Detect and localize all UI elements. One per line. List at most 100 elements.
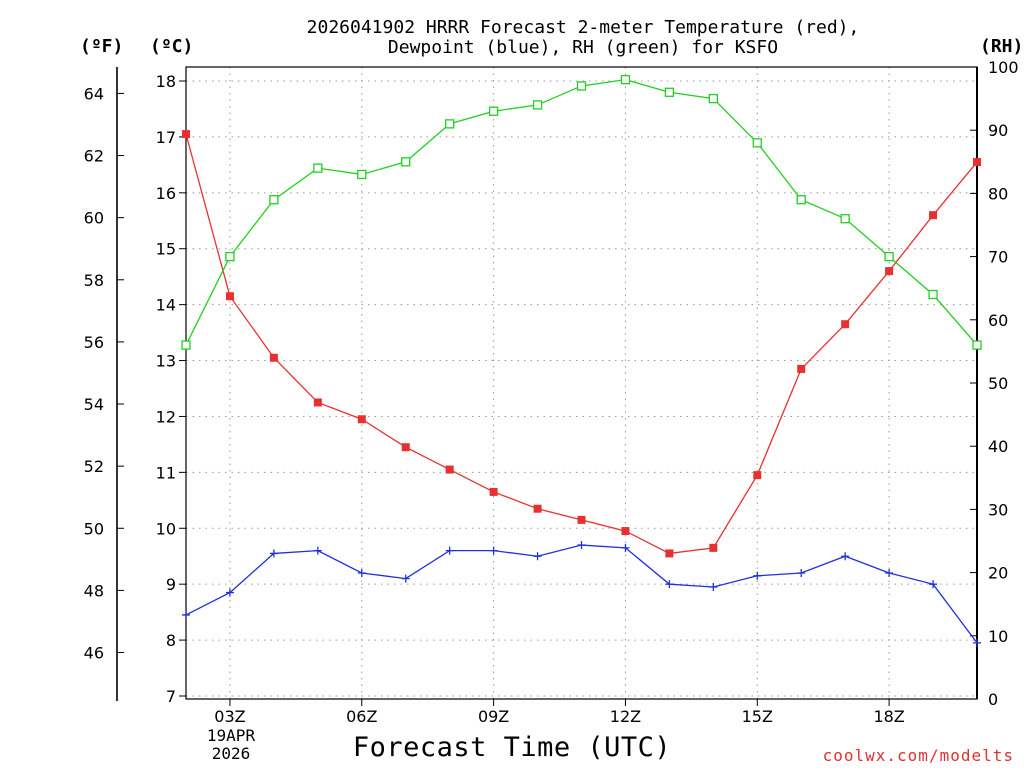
temperature-point [665,549,674,558]
rh-axis-unit: (RH) [980,36,1024,57]
dewpoint-point [665,580,674,589]
temperature-point [182,130,190,139]
temperature-point [973,158,981,167]
dewpoint-point [313,546,322,555]
dewpoint-point [709,582,718,591]
celsius-tick-label: 12 [156,407,176,426]
fahrenheit-tick-label: 64 [84,84,104,103]
chart-title-line-2: Dewpoint (blue), RH (green) for KSFO [387,37,779,58]
rh-tick-label: 10 [988,627,1008,646]
temperature-point [885,267,894,276]
dewpoint-point [929,580,938,589]
dewpoint-point [533,552,542,561]
date-label-day: 19APR [206,726,256,745]
x-tick-label: 15Z [742,707,773,726]
rh-point [269,195,279,205]
rh-series-line [185,78,978,346]
rh-point [884,251,894,262]
temperature-point [797,364,806,373]
x-axis-title: Forecast Time (UTC) [352,732,672,763]
fahrenheit-tick-label: 58 [84,271,104,290]
x-tick-label: 03Z [214,707,245,726]
dewpoint-point [885,569,894,577]
rh-point [225,251,235,262]
temperature-point [929,211,938,220]
temperature-point [621,527,630,536]
temperature-point [753,471,762,480]
dewpoint-point [225,588,234,597]
dewpoint-point [357,569,366,577]
dewpoint-point [445,546,454,555]
site-credit: coolwx.com/modelts [822,746,1014,765]
rh-point [488,106,499,116]
x-tick-label: 09Z [478,707,509,726]
fahrenheit-tick-label: 56 [84,333,104,352]
fahrenheit-tick-label: 48 [84,581,104,600]
rh-point [752,138,762,148]
celsius-tick-label: 11 [156,463,176,482]
x-tick-label: 12Z [610,707,641,726]
temperature-point [709,543,718,552]
dewpoint-point [797,569,806,577]
temperature-point [225,292,234,301]
celsius-tick-label: 10 [156,519,176,538]
rh-point [357,169,367,180]
fahrenheit-tick-label: 62 [84,147,104,166]
fahrenheit-tick-label: 54 [84,395,104,414]
date-label-year: 2026 [211,744,251,763]
rh-point [620,74,631,85]
dewpoint-point [973,638,981,647]
rh-point [576,81,587,91]
temperature-point [313,398,322,407]
dewpoint-point [621,543,630,552]
rh-tick-label: 40 [988,437,1008,456]
celsius-tick-label: 13 [156,352,176,371]
fahrenheit-tick-label: 60 [84,209,104,228]
dewpoint-point [489,546,498,555]
fahrenheit-tick-label: 52 [84,457,104,476]
dewpoint-point [401,574,410,583]
rh-point [313,163,323,173]
rh-point [928,289,938,300]
temperature-point [577,515,586,524]
plot-frame [185,66,978,700]
chart-title-line-1: 2026041902 HRRR Forecast 2-meter Tempera… [306,17,860,38]
rh-tick-label: 80 [988,184,1008,203]
rh-point [181,340,191,350]
celsius-tick-label: 9 [166,575,176,594]
rh-point [664,87,675,97]
rh-point [445,119,455,129]
celsius-tick-label: 16 [156,184,176,203]
temperature-series-line [185,133,978,555]
temperature-point [489,487,498,496]
rh-point [532,100,543,110]
temperature-point [445,465,454,474]
fahrenheit-axis-unit: (ºF) [80,36,124,57]
celsius-tick-label: 15 [156,240,176,259]
rh-tick-label: 90 [988,121,1008,140]
temperature-point [841,320,850,329]
rh-point [840,214,850,224]
temperature-point [269,353,278,362]
temperature-point [533,504,542,513]
celsius-tick-label: 17 [156,128,176,147]
temperature-point [401,443,410,452]
rh-tick-label: 50 [988,374,1008,393]
rh-point [972,340,982,350]
rh-tick-label: 20 [988,564,1008,583]
dewpoint-point [269,549,278,558]
temperature-point [357,415,366,424]
celsius-tick-label: 8 [166,631,176,650]
celsius-tick-label: 14 [156,296,176,315]
dewpoint-point [841,552,850,561]
celsius-tick-label: 7 [166,687,176,706]
rh-tick-label: 100 [988,58,1019,77]
rh-point [401,157,411,167]
fahrenheit-tick-label: 46 [84,644,104,663]
fahrenheit-tick-label: 50 [84,519,104,538]
celsius-tick-label: 18 [156,72,176,91]
dewpoint-point [577,541,586,550]
dewpoint-point [753,571,762,580]
rh-tick-label: 70 [988,248,1008,267]
